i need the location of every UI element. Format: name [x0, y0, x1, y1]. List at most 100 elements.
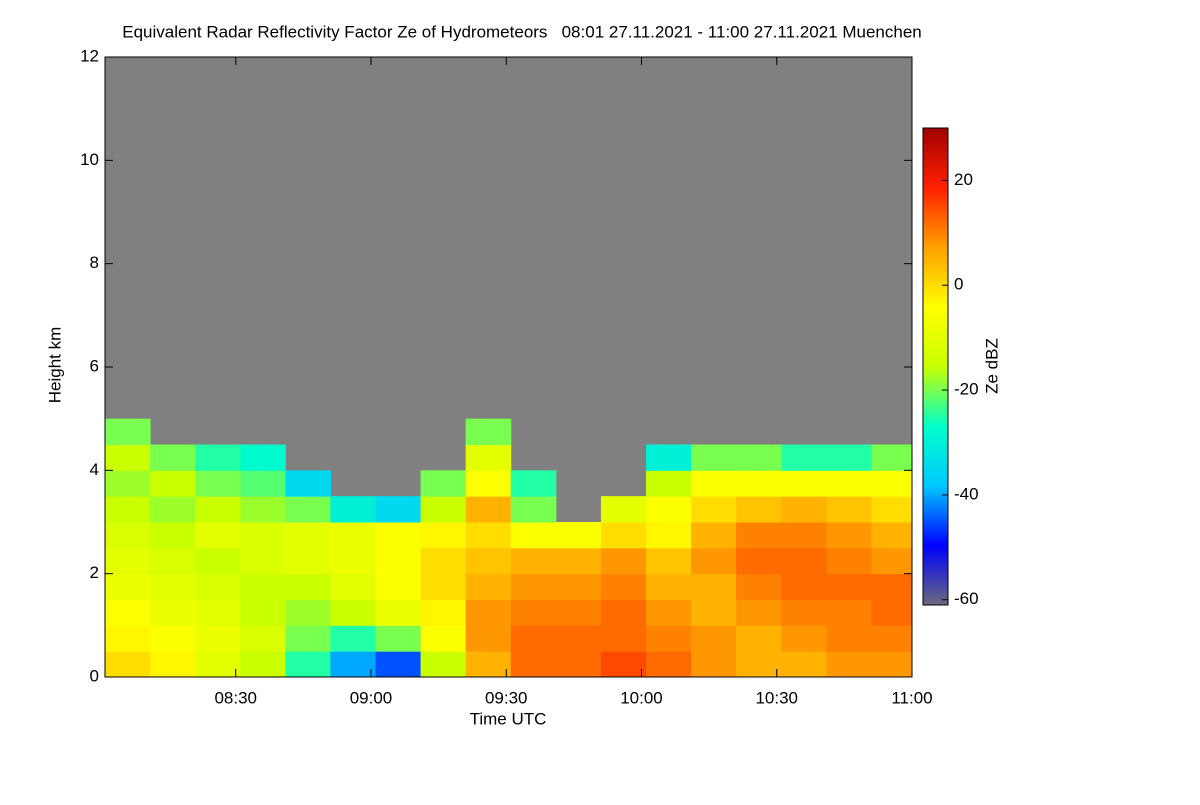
heat-cell: [826, 470, 872, 497]
heat-cell: [646, 599, 692, 626]
heat-cell: [781, 522, 827, 549]
x-tick-label: 08:30: [214, 688, 257, 707]
heat-cell: [285, 651, 331, 677]
heat-cell: [781, 625, 827, 652]
heat-cell: [736, 470, 782, 497]
heat-cell: [285, 599, 331, 626]
heat-cell: [871, 651, 912, 677]
colorbar-label: Ze dBZ: [982, 338, 1001, 394]
heat-cell: [826, 573, 872, 600]
heat-cell: [375, 625, 422, 652]
heat-cell: [465, 651, 512, 677]
heat-cell: [420, 496, 467, 523]
heat-cell: [736, 496, 782, 523]
heat-cell: [105, 547, 151, 575]
heat-cell: [871, 496, 912, 523]
heat-cell: [375, 496, 422, 523]
heat-cell: [555, 651, 602, 677]
chart-title: Equivalent Radar Reflectivity Factor Ze …: [122, 22, 921, 41]
heat-cell: [646, 651, 692, 677]
heat-cell: [240, 625, 286, 652]
heat-cell: [105, 573, 151, 600]
heat-cell: [781, 651, 827, 677]
heat-cell: [510, 496, 557, 523]
heat-cell: [105, 418, 151, 445]
heat-cell: [646, 573, 692, 600]
heat-cell: [826, 651, 872, 677]
heat-cell: [691, 625, 737, 652]
heat-cell: [781, 470, 827, 497]
heat-cell: [871, 625, 912, 652]
heat-cell: [555, 573, 602, 600]
heat-cell: [736, 444, 782, 471]
heat-cell: [330, 547, 377, 575]
y-tick-label: 12: [80, 46, 99, 65]
heat-cell: [600, 522, 647, 549]
heat-cell: [600, 496, 647, 523]
y-tick-label: 0: [90, 666, 99, 685]
heat-cell: [195, 522, 241, 549]
heat-cell: [105, 625, 151, 652]
heat-cell: [465, 522, 512, 549]
heat-cell: [600, 547, 647, 575]
heat-cell: [150, 496, 196, 523]
colorbar-tick-label: -40: [954, 484, 979, 503]
heat-cell: [871, 444, 912, 471]
heat-cell: [420, 625, 467, 652]
heat-cell: [420, 522, 467, 549]
heat-cell: [826, 547, 872, 575]
heat-cell: [871, 522, 912, 549]
heat-cell: [510, 599, 557, 626]
x-tick-label: 10:30: [755, 688, 798, 707]
heat-cell: [465, 444, 512, 471]
heat-cell: [465, 496, 512, 523]
heat-cell: [826, 522, 872, 549]
heat-cell: [420, 599, 467, 626]
heat-cell: [465, 573, 512, 600]
heat-cell: [150, 651, 196, 677]
heat-cell: [240, 599, 286, 626]
x-tick-label: 09:30: [485, 688, 528, 707]
heat-cell: [646, 625, 692, 652]
heat-cell: [375, 599, 422, 626]
heat-cell: [195, 573, 241, 600]
heat-cell: [150, 573, 196, 600]
heat-cell: [150, 444, 196, 471]
heat-cell: [555, 547, 602, 575]
heat-cell: [240, 573, 286, 600]
heat-cell: [240, 496, 286, 523]
heat-cell: [465, 625, 512, 652]
heat-cell: [510, 522, 557, 549]
heat-cell: [150, 470, 196, 497]
heat-cell: [691, 599, 737, 626]
heat-cell: [330, 625, 377, 652]
y-axis-label: Height km: [45, 327, 64, 404]
heat-cell: [555, 522, 602, 549]
plot-area: [105, 57, 912, 677]
heat-cell: [330, 522, 377, 549]
heat-cell: [600, 625, 647, 652]
heat-cell: [195, 444, 241, 471]
heat-cell: [285, 625, 331, 652]
heat-cell: [375, 573, 422, 600]
heat-cell: [465, 470, 512, 497]
y-tick-label: 2: [90, 563, 99, 582]
x-tick-label: 09:00: [350, 688, 393, 707]
heat-cell: [871, 599, 912, 626]
heat-cell: [195, 625, 241, 652]
heat-cell: [285, 547, 331, 575]
heat-cell: [736, 547, 782, 575]
heat-cell: [555, 599, 602, 626]
heat-cell: [330, 599, 377, 626]
heat-cell: [195, 547, 241, 575]
heat-cell: [105, 496, 151, 523]
heat-cell: [826, 444, 872, 471]
heat-cell: [781, 599, 827, 626]
heat-cell: [195, 496, 241, 523]
heat-cell: [826, 496, 872, 523]
heat-cell: [420, 470, 467, 497]
colorbar: [922, 127, 949, 606]
heat-cell: [105, 470, 151, 497]
heat-cell: [736, 573, 782, 600]
